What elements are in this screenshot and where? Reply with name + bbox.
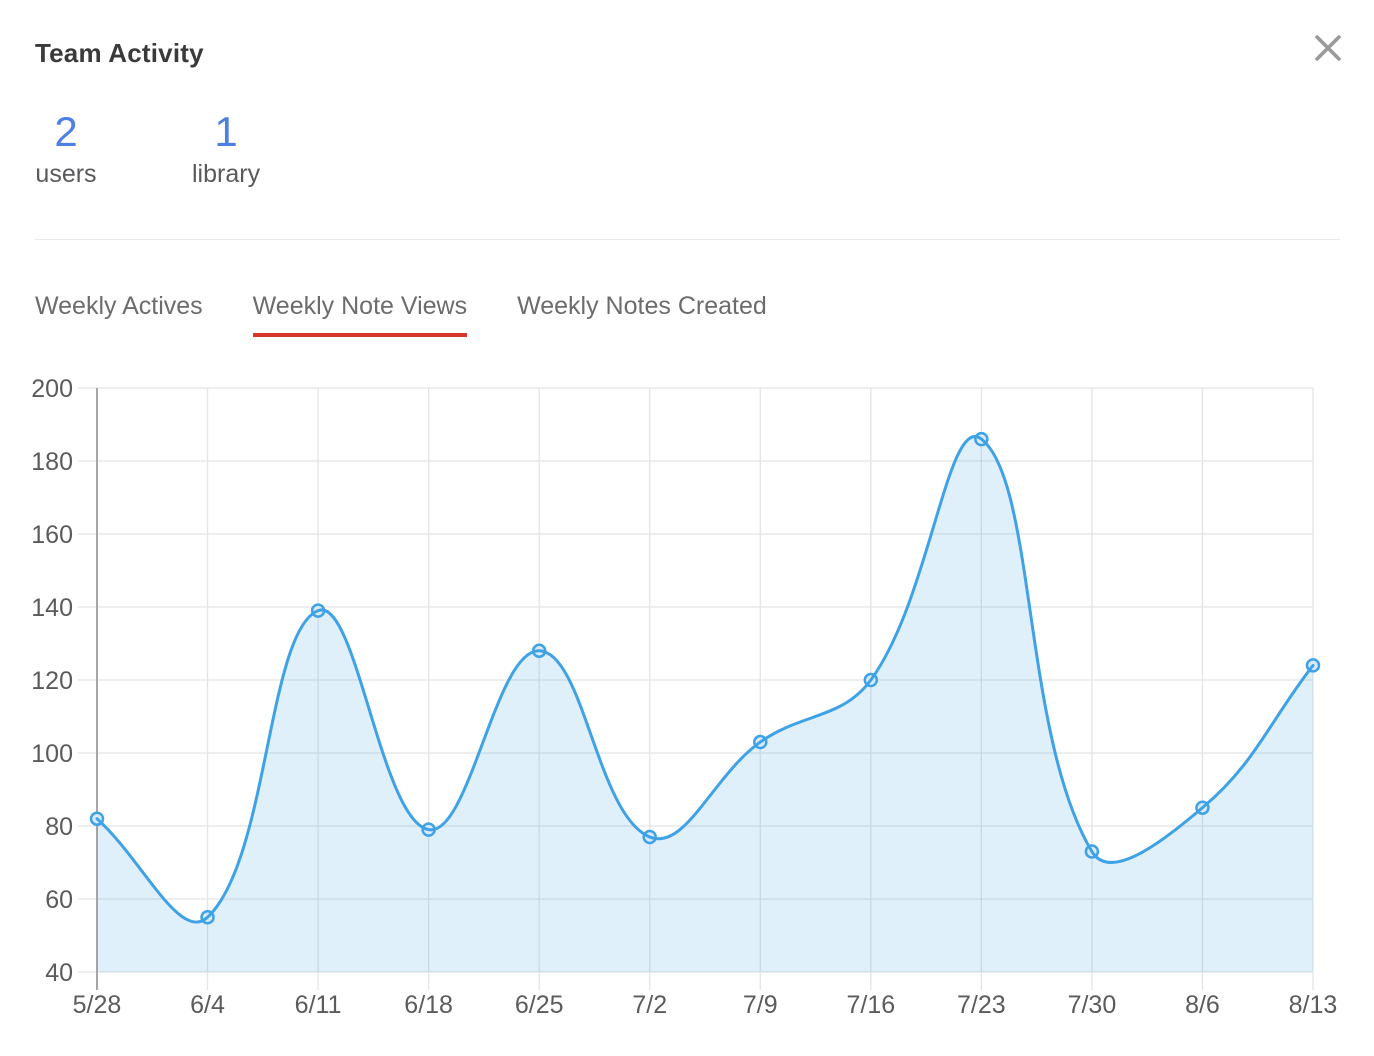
svg-text:7/30: 7/30 <box>1068 991 1117 1019</box>
tab-bar: Weekly Actives Weekly Note Views Weekly … <box>35 292 767 337</box>
svg-text:7/16: 7/16 <box>846 991 895 1019</box>
tab-weekly-notes-created[interactable]: Weekly Notes Created <box>517 292 767 320</box>
svg-text:200: 200 <box>31 375 73 403</box>
svg-text:7/2: 7/2 <box>632 991 667 1019</box>
svg-text:8/13: 8/13 <box>1289 991 1338 1019</box>
tab-weekly-actives[interactable]: Weekly Actives <box>35 292 203 320</box>
stats-row: 2 users 1 library <box>35 108 260 189</box>
tab-weekly-note-views[interactable]: Weekly Note Views <box>252 292 468 337</box>
svg-text:6/4: 6/4 <box>190 991 225 1019</box>
svg-text:5/28: 5/28 <box>73 991 122 1019</box>
svg-text:8/6: 8/6 <box>1185 991 1220 1019</box>
stat-users: 2 users <box>35 108 97 189</box>
svg-text:7/23: 7/23 <box>957 991 1006 1019</box>
stat-users-label: users <box>35 160 97 188</box>
weekly-note-views-chart[interactable]: 40 60 80 100 120 140 160 180 200 5/28 6/4 6/11 6/18 6… <box>0 360 1374 1056</box>
svg-text:160: 160 <box>31 521 73 549</box>
svg-text:7/9: 7/9 <box>743 991 778 1019</box>
svg-text:6/11: 6/11 <box>295 991 342 1019</box>
svg-text:80: 80 <box>45 813 73 841</box>
svg-text:140: 140 <box>31 594 73 622</box>
svg-text:120: 120 <box>31 667 73 695</box>
svg-text:100: 100 <box>31 740 73 768</box>
stat-library: 1 library <box>192 108 260 189</box>
panel-title: Team Activity <box>35 38 204 68</box>
divider <box>35 239 1340 240</box>
close-button[interactable] <box>1310 30 1346 66</box>
stat-users-value: 2 <box>54 108 78 155</box>
stat-library-value: 1 <box>214 108 238 155</box>
svg-text:40: 40 <box>45 959 73 987</box>
close-icon <box>1315 35 1341 61</box>
svg-text:60: 60 <box>45 886 73 914</box>
stat-library-label: library <box>192 160 261 188</box>
svg-text:6/25: 6/25 <box>515 991 564 1019</box>
svg-text:6/18: 6/18 <box>404 991 453 1019</box>
svg-text:180: 180 <box>31 448 73 476</box>
